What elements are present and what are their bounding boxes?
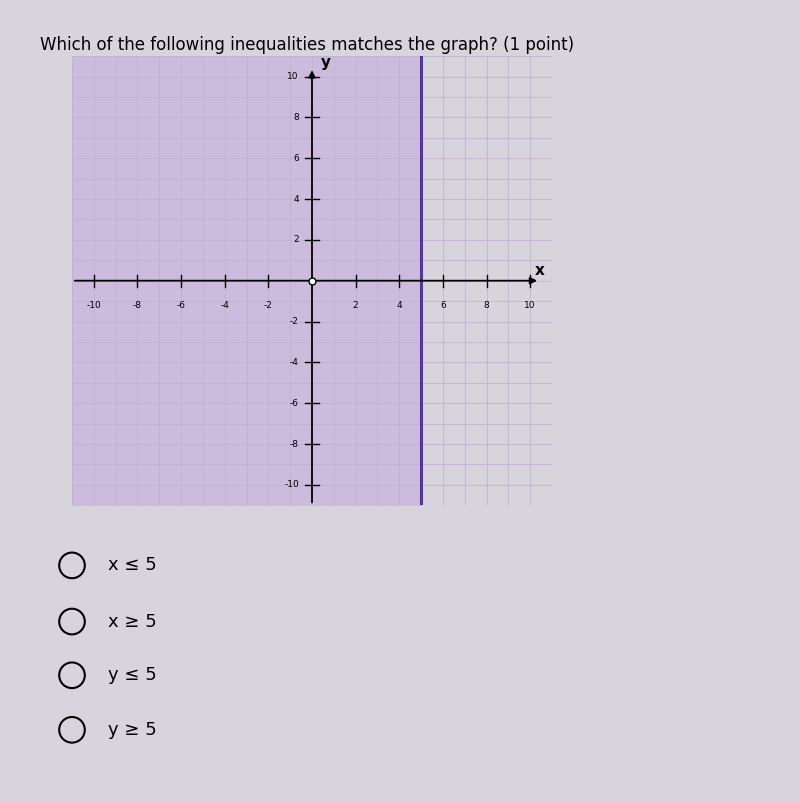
Text: 8: 8 — [293, 113, 299, 122]
Text: 6: 6 — [440, 301, 446, 310]
Text: -2: -2 — [264, 301, 273, 310]
Text: 6: 6 — [293, 154, 299, 163]
Text: -8: -8 — [290, 439, 299, 448]
Text: 2: 2 — [294, 235, 299, 245]
Text: 8: 8 — [484, 301, 490, 310]
Text: -2: -2 — [290, 317, 299, 326]
Text: 2: 2 — [353, 301, 358, 310]
Text: x ≥ 5: x ≥ 5 — [108, 613, 157, 630]
Text: y ≤ 5: y ≤ 5 — [108, 666, 157, 684]
Text: x: x — [534, 263, 545, 278]
Text: -8: -8 — [133, 301, 142, 310]
Text: x ≤ 5: x ≤ 5 — [108, 557, 157, 574]
Text: y: y — [321, 55, 330, 71]
Text: Which of the following inequalities matches the graph? (1 point): Which of the following inequalities matc… — [40, 36, 574, 54]
Text: -6: -6 — [290, 399, 299, 407]
Text: 4: 4 — [397, 301, 402, 310]
Text: -6: -6 — [177, 301, 186, 310]
Text: 10: 10 — [287, 72, 299, 81]
Text: -10: -10 — [86, 301, 101, 310]
Text: -10: -10 — [284, 480, 299, 489]
Text: -4: -4 — [220, 301, 229, 310]
Text: 4: 4 — [294, 195, 299, 204]
Text: 10: 10 — [525, 301, 536, 310]
Text: y ≥ 5: y ≥ 5 — [108, 721, 157, 739]
Text: -4: -4 — [290, 358, 299, 367]
